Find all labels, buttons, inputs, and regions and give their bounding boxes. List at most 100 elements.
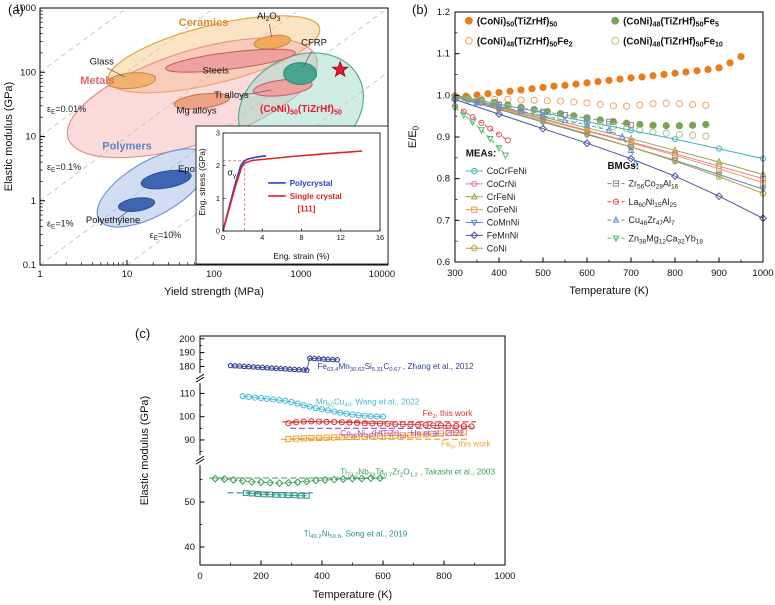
label-glass: Glass xyxy=(90,57,115,68)
legend-entry-label: CrFeNi xyxy=(487,192,516,202)
inset-y-tick: 1 xyxy=(216,194,220,203)
leader-line xyxy=(106,67,126,78)
material-epoxies xyxy=(140,169,192,190)
panel-b-chart: 300 400 500 600 700 800 900 1000 0.6 0.7 0.8 0.9 1.0… xyxy=(407,7,774,297)
inset-x-tick: 8 xyxy=(299,233,303,242)
y-tick-label: 90 xyxy=(184,435,195,446)
legend-group-title: MEAs: xyxy=(466,149,496,160)
legend-entry-label: CoMnNi xyxy=(487,218,520,228)
inset-legend-label: Single crystal xyxy=(290,192,342,201)
x-axis-title: Temperature (K) xyxy=(313,589,392,601)
inset-x-tick: 16 xyxy=(376,233,384,242)
panel-c-label: (c) xyxy=(135,326,151,341)
annotation-2: Fe2, this work xyxy=(423,409,474,420)
legend-entry-label: CoCrFeNi xyxy=(487,166,527,176)
legend-main-label: (CoNi)48(TiZrHf)50Fe10 xyxy=(623,36,723,48)
legend-main-label: (CoNi)48(TiZrHf)50Fe2 xyxy=(477,36,573,48)
label-ceramics: Ceramics xyxy=(179,17,229,29)
axis-break-gap xyxy=(198,373,202,384)
panel-b-plot: 300 400 500 600 700 800 900 1000 0.6 0.7 0.8 0.9 1.0… xyxy=(407,7,774,297)
y-tick-label: 0.9 xyxy=(437,132,450,143)
inset-x-tick: 0 xyxy=(221,233,225,242)
series-cu46 xyxy=(451,94,639,167)
legend-entry-label: CoNi xyxy=(487,243,507,253)
strain-label: εE=0.01% xyxy=(47,104,86,116)
legend-entry-label: Cu46Zr47Al7 xyxy=(628,215,675,227)
annotation-1: Mn60Cu40, Wang et al., 2022 xyxy=(316,398,420,409)
series-coni50-tizrhf50 xyxy=(451,52,745,102)
y-tick-label: 50 xyxy=(184,497,195,508)
panel-a-clipped xyxy=(40,8,388,265)
x-tick-label: 1000 xyxy=(494,571,515,582)
y-tick-label: 0.7 xyxy=(437,215,450,226)
label-ti-alloys: Ti alloys xyxy=(214,90,249,101)
y-tick-label: 180 xyxy=(179,361,195,372)
axis-break-gap xyxy=(198,455,202,466)
annotation-0: Fe63.4Mn30.62Si5.31C0.67 , Zhang et al.,… xyxy=(317,362,474,373)
x-tick-label: 600 xyxy=(375,571,391,582)
leader-line xyxy=(302,51,312,68)
y-axis-title: E/E0 xyxy=(407,125,420,148)
legend-entry-label: CoFeNi xyxy=(487,205,518,215)
y-axis-title: Elastic modulus (GPa) xyxy=(139,396,151,505)
series-wang xyxy=(239,393,387,420)
x-axis-title: Temperature (K) xyxy=(569,285,648,297)
x-tick-label: 400 xyxy=(314,571,330,582)
legend-entry-label: Zn38Mg12Ca32Yb18 xyxy=(628,233,703,245)
panel-a-plot: CeramicsMetalsCompositesPolymersAl2O3Gla… xyxy=(3,3,395,298)
x-axis-title: Yield strength (MPa) xyxy=(164,286,264,298)
y-tick-label: 1000 xyxy=(15,3,36,14)
x-tick-label: 900 xyxy=(711,268,727,279)
y-tick-label: 0.1 xyxy=(23,260,36,271)
y-tick-label: 200 xyxy=(179,334,195,345)
label-polymers: Polymers xyxy=(102,140,152,152)
annotation-4: Fe0, this work xyxy=(441,440,492,451)
material-polyethylene xyxy=(117,197,156,212)
material-glass xyxy=(106,72,157,90)
label-cfrp: CFRP xyxy=(301,37,327,48)
x-tick-label: 800 xyxy=(436,571,452,582)
y-tick-label: 1.2 xyxy=(437,7,450,18)
inset-legend-label: Polycrystal xyxy=(290,179,333,188)
legend-group-title: BMGs: xyxy=(607,161,639,172)
y-tick-label: 110 xyxy=(180,388,195,399)
x-tick-label: 800 xyxy=(667,268,683,279)
legend-main-label: (CoNi)50(TiZrHf)50 xyxy=(477,16,557,28)
y-tick-label: 100 xyxy=(179,412,195,423)
label-polyethylene: Polyethylene xyxy=(86,215,140,226)
annotation-3: Co25Ni25(HfTiZr)50, He et al., 2022 xyxy=(340,429,464,440)
series-takashi xyxy=(211,474,384,488)
x-tick-label: 400 xyxy=(491,268,507,279)
legend-entry-label: Zr56Co28Al16 xyxy=(628,179,678,191)
strain-guide-line xyxy=(40,8,128,73)
y-tick-label: 1 xyxy=(31,196,36,207)
y-tick-label: 10 xyxy=(25,132,36,143)
strain-label: εE=1% xyxy=(47,218,74,230)
leader-line xyxy=(117,208,132,220)
x-tick-label: 200 xyxy=(253,571,269,582)
panel-c-chart: 0 200 400 600 800 1000 40 50 90 100 110 180 190 200 Fe… xyxy=(139,334,516,601)
material-steels xyxy=(165,48,296,73)
star-marker xyxy=(331,60,349,78)
sigma-label: σy xyxy=(227,167,237,179)
x-tick-label: 0 xyxy=(197,571,202,582)
label-mg-alloys: Mg alloys xyxy=(177,105,217,116)
y-tick-label: 190 xyxy=(179,348,195,359)
inset-y-title: Eng. stress (GPa) xyxy=(197,148,207,216)
y-tick-label: 40 xyxy=(184,542,195,553)
strain-label: εE=10% xyxy=(150,230,182,242)
panel-a-chart: CeramicsMetalsCompositesPolymersAl2O3Gla… xyxy=(3,3,395,298)
inset-legend-label: [111] xyxy=(298,204,316,213)
label-steels: Steels xyxy=(203,66,230,77)
annotation-5: Ti73.2Nb23Ta0.7Zr2O1.2 , Takashi et al.,… xyxy=(340,468,495,479)
annotation-6: Ti49.2Ni50.8, Song et al., 2019 xyxy=(304,529,408,540)
x-tick-label: 100 xyxy=(206,269,222,280)
series-song xyxy=(242,490,310,499)
inset-y-tick: 0 xyxy=(216,227,220,236)
panel-b-label: (b) xyxy=(412,2,428,17)
x-tick-label: 1 xyxy=(37,269,42,280)
material-mg-alloys xyxy=(173,92,230,110)
x-tick-label: 1000 xyxy=(752,268,773,279)
label-epoxies: Epoxies xyxy=(178,164,212,175)
